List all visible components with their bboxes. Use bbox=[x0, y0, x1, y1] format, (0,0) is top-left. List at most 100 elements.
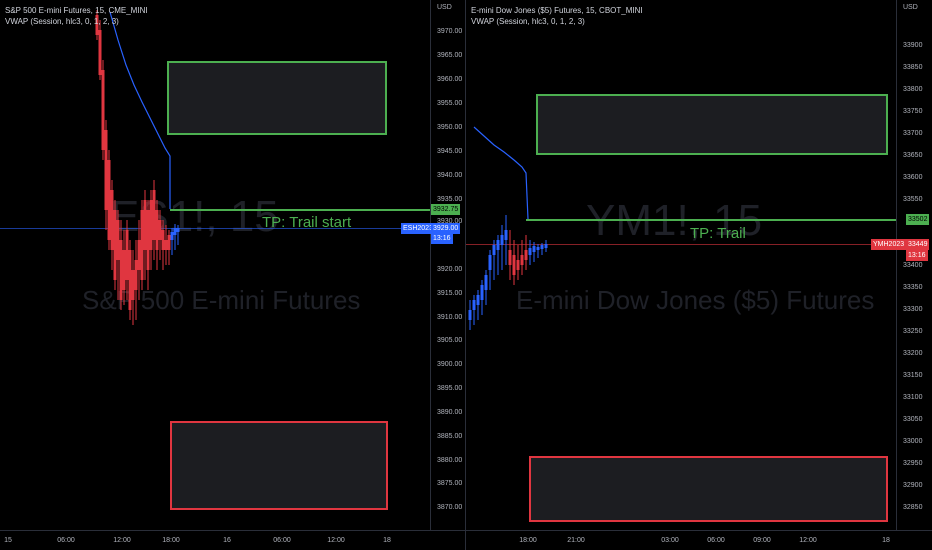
price-tick: 3965.00 bbox=[437, 52, 463, 59]
time-axis-ym[interactable]: 18:00 21:00 03:00 06:00 09:00 12:00 18 bbox=[466, 530, 932, 550]
vwap-line-es bbox=[109, 11, 171, 209]
candle-body bbox=[504, 230, 508, 240]
candle-body bbox=[512, 255, 516, 275]
legend-title-es[interactable]: S&P 500 E-mini Futures, 15, CME_MINI bbox=[5, 6, 148, 15]
time-tick: 09:00 bbox=[753, 537, 771, 544]
candle-body bbox=[110, 190, 114, 250]
candle-body bbox=[476, 295, 480, 305]
symbol-tag-ym: YMH2023 bbox=[871, 239, 907, 250]
price-tick: 33850 bbox=[903, 64, 923, 71]
price-tick: 3950.00 bbox=[437, 124, 463, 131]
time-tick: 16 bbox=[223, 537, 231, 544]
legend-es[interactable]: S&P 500 E-mini Futures, 15, CME_MINI VWA… bbox=[5, 5, 148, 27]
price-tick: 32850 bbox=[903, 504, 923, 511]
price-tick: 3885.00 bbox=[437, 433, 463, 440]
candle-body bbox=[170, 232, 174, 240]
candle-body bbox=[528, 248, 532, 255]
candle-body bbox=[524, 250, 528, 260]
candle-body bbox=[143, 200, 147, 250]
price-tick: 33050 bbox=[903, 416, 923, 423]
candle-body bbox=[484, 275, 488, 290]
sl-zone-ym[interactable] bbox=[529, 456, 888, 522]
legend-indicator-es[interactable]: VWAP (Session, hlc3, 0, 1, 2, 3) bbox=[5, 17, 119, 26]
candle-body bbox=[134, 260, 138, 290]
time-tick: 12:00 bbox=[113, 537, 131, 544]
tp-zone-ym[interactable] bbox=[536, 94, 888, 155]
time-tick: 06:00 bbox=[57, 537, 75, 544]
price-tick: 32900 bbox=[903, 482, 923, 489]
candle-body bbox=[532, 246, 536, 252]
time-tick: 06:00 bbox=[273, 537, 291, 544]
legend-title-ym[interactable]: E-mini Dow Jones ($5) Futures, 15, CBOT_… bbox=[471, 6, 643, 15]
legend-indicator-ym[interactable]: VWAP (Session, hlc3, 0, 1, 2, 3) bbox=[471, 17, 585, 26]
price-tick: 3970.00 bbox=[437, 28, 463, 35]
price-axis-ym[interactable]: USD 33900 33850 33800 33750 33700 33650 … bbox=[896, 0, 932, 530]
price-tick: 33200 bbox=[903, 350, 923, 357]
chart-pane-ym[interactable]: YM1!, 15 E-mini Dow Jones ($5) Futures T… bbox=[466, 0, 932, 550]
candle-body bbox=[122, 250, 126, 290]
last-price-tag-ym: 33449 bbox=[906, 239, 930, 250]
price-tick: 33350 bbox=[903, 284, 923, 291]
candle-group-ym bbox=[468, 215, 548, 330]
candle-body bbox=[496, 240, 500, 250]
candle-body bbox=[125, 230, 129, 280]
candle-body bbox=[101, 70, 105, 150]
candle-body bbox=[137, 240, 141, 270]
candle-body bbox=[140, 210, 144, 280]
price-tick: 3880.00 bbox=[437, 457, 463, 464]
candle-body bbox=[146, 210, 150, 270]
price-tick: 3900.00 bbox=[437, 361, 463, 368]
tp-line-es[interactable] bbox=[170, 209, 430, 211]
price-tick: 33600 bbox=[903, 174, 923, 181]
time-tick: 18:00 bbox=[519, 537, 537, 544]
time-tick: 21:00 bbox=[567, 537, 585, 544]
candle-body bbox=[167, 235, 171, 250]
tp-line-ym[interactable] bbox=[526, 219, 896, 221]
tp-label-ym: TP: Trail bbox=[690, 225, 746, 242]
last-price-line-ym bbox=[466, 244, 896, 245]
candle-body bbox=[508, 250, 512, 265]
sl-zone-es[interactable] bbox=[170, 421, 388, 510]
tp-price-tag-es: 3932.75 bbox=[431, 204, 461, 215]
price-tick: 3940.00 bbox=[437, 172, 463, 179]
price-tick: 33150 bbox=[903, 372, 923, 379]
candle-body bbox=[468, 310, 472, 320]
plot-area-es[interactable]: ES1!, 15 S&P 500 E-mini Futures TP: Trai… bbox=[0, 0, 430, 530]
candle-body bbox=[158, 220, 162, 240]
symbol-tag-es: ESH2023 bbox=[401, 223, 435, 234]
candle-body bbox=[116, 220, 120, 260]
candle-body bbox=[104, 130, 108, 210]
candle-body bbox=[161, 230, 165, 250]
time-tick: 18 bbox=[882, 537, 890, 544]
price-tick: 3945.00 bbox=[437, 148, 463, 155]
candle-body bbox=[152, 190, 156, 240]
legend-ym[interactable]: E-mini Dow Jones ($5) Futures, 15, CBOT_… bbox=[471, 5, 643, 27]
time-tick: 12:00 bbox=[799, 537, 817, 544]
price-tick: 33750 bbox=[903, 108, 923, 115]
plot-area-ym[interactable]: YM1!, 15 E-mini Dow Jones ($5) Futures T… bbox=[466, 0, 896, 530]
time-tick: 18 bbox=[383, 537, 391, 544]
price-tick: 3935.00 bbox=[437, 196, 463, 203]
price-tick: 3960.00 bbox=[437, 76, 463, 83]
axis-unit-ym: USD bbox=[903, 4, 918, 11]
time-tick: 15 bbox=[4, 537, 12, 544]
candle-body bbox=[128, 250, 132, 310]
price-tick: 33550 bbox=[903, 196, 923, 203]
chart-pane-es[interactable]: ES1!, 15 S&P 500 E-mini Futures TP: Trai… bbox=[0, 0, 466, 550]
price-tick: 3915.00 bbox=[437, 290, 463, 297]
candle-body bbox=[520, 255, 524, 265]
price-tick: 33250 bbox=[903, 328, 923, 335]
price-axis-es[interactable]: USD 3970.00 3965.00 3960.00 3955.00 3950… bbox=[430, 0, 466, 530]
price-tick: 33400 bbox=[903, 262, 923, 269]
candle-body bbox=[536, 247, 540, 250]
tp-zone-es[interactable] bbox=[167, 61, 387, 135]
time-axis-es[interactable]: 15 06:00 12:00 18:00 16 06:00 12:00 18 bbox=[0, 530, 466, 550]
candles-es bbox=[95, 10, 180, 325]
price-tick: 3875.00 bbox=[437, 480, 463, 487]
candle-body bbox=[516, 260, 520, 270]
price-tick: 33700 bbox=[903, 130, 923, 137]
candle-body bbox=[540, 245, 544, 249]
price-tick: 33800 bbox=[903, 86, 923, 93]
candle-body bbox=[500, 235, 504, 245]
candle-body bbox=[98, 30, 102, 75]
